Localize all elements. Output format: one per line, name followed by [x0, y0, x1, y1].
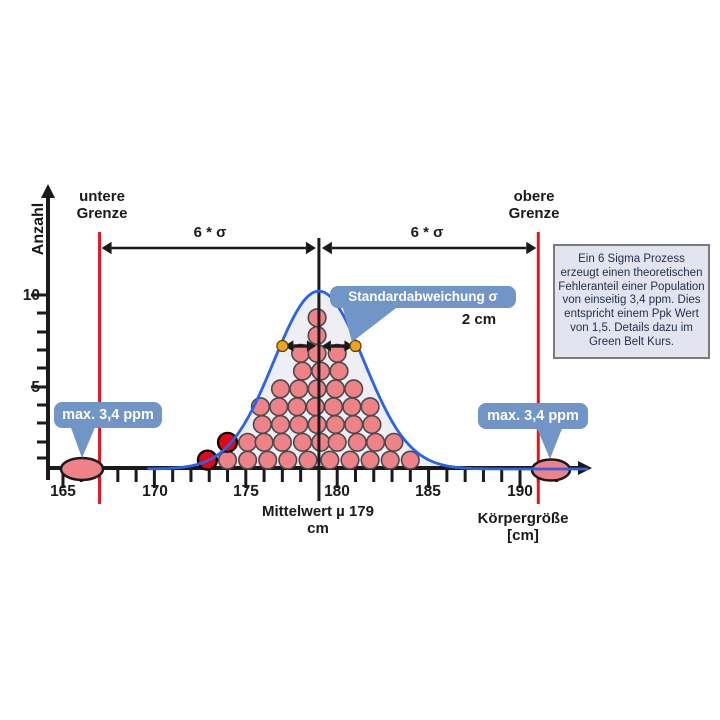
max-ppm-right-callout: max. 3,4 ppm — [478, 403, 588, 429]
x-tick-label-165: 165 — [50, 483, 76, 500]
mean-label: Mittelwert µ 179 cm — [238, 503, 398, 537]
six-sigma-info-box: Ein 6 Sigma Prozess erzeugt einen theore… — [553, 244, 710, 359]
x-tick-label-180: 180 — [324, 483, 350, 500]
callout-pointers — [70, 305, 563, 459]
y-tick-label-10: 10 — [22, 287, 40, 304]
stddev-value-label: 2 cm — [461, 311, 497, 328]
upper-limit-line2: Grenze — [508, 205, 560, 222]
six-sigma-left-label: 6 * σ — [193, 224, 227, 241]
x-axis-title-line1: Körpergröße — [477, 510, 569, 527]
upper-limit-line1: obere — [513, 188, 555, 205]
x-tick-label-185: 185 — [415, 483, 441, 500]
upper-limit-label: obere Grenze — [494, 188, 574, 222]
x-tick-label-175: 175 — [233, 483, 259, 500]
lower-limit-line1: untere — [79, 188, 125, 205]
x-tick-label-170: 170 — [142, 483, 168, 500]
lower-limit-line2: Grenze — [76, 205, 128, 222]
max-ppm-left-callout: max. 3,4 ppm — [54, 402, 162, 428]
x-tick-label-190: 190 — [507, 483, 533, 500]
six-sigma-right-label: 6 * σ — [410, 224, 444, 241]
x-axis-title-line2: [cm] — [507, 527, 539, 544]
measure-arrows — [101, 241, 537, 352]
mean-line2: cm — [307, 520, 329, 537]
sigma-markers — [276, 339, 362, 353]
x-axis-title: Körpergröße [cm] — [453, 510, 593, 544]
bell-curve-stroke — [146, 289, 588, 471]
dot-plot — [196, 308, 420, 471]
y-tick-label-5: 5 — [31, 379, 40, 396]
stddev-callout: Standardabweichung σ — [330, 286, 516, 308]
y-axis-title: Anzahl — [30, 202, 47, 256]
lower-limit-label: untere Grenze — [62, 188, 142, 222]
axis-ticks — [31, 293, 559, 488]
spec-limit-lines — [98, 232, 540, 504]
mean-line1: Mittelwert µ 179 — [261, 503, 374, 520]
